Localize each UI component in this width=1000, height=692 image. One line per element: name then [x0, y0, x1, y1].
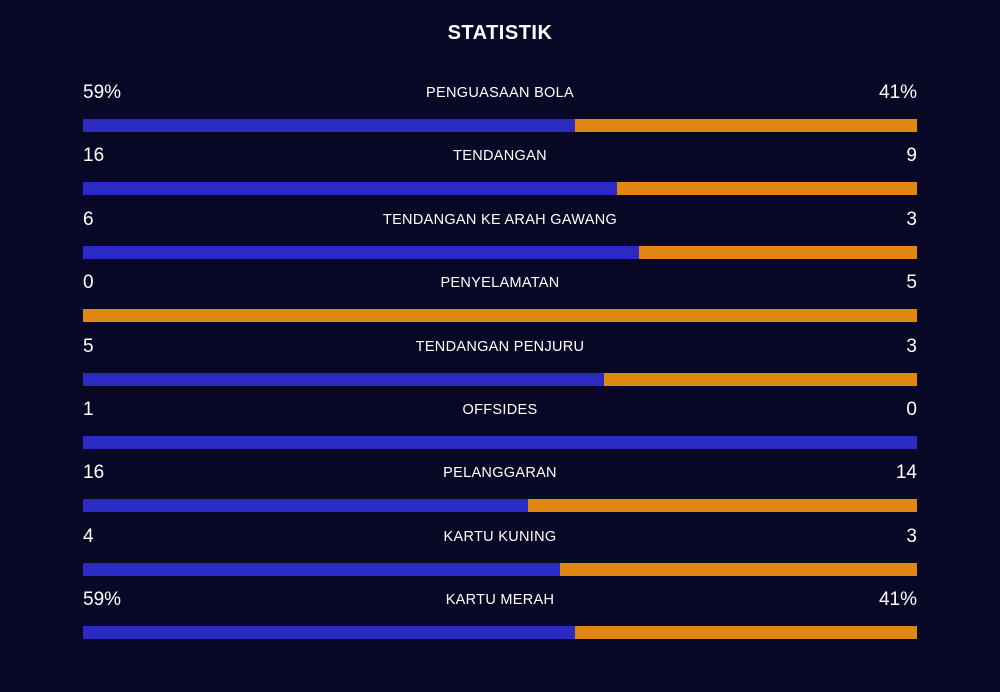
- stat-label: PENYELAMATAN: [440, 275, 560, 292]
- panel-title: STATISTIK: [447, 22, 553, 44]
- home-bar-segment: [83, 435, 917, 449]
- stat-row: 16 TENDANGAN 9: [83, 143, 917, 206]
- stat-label: KARTU KUNING: [443, 528, 557, 545]
- away-bar-segment: [575, 626, 917, 640]
- away-bar-segment: [575, 119, 917, 132]
- away-value: 3: [906, 525, 917, 547]
- stat-row: 59% PENGUASAAN BOLA 41%: [83, 80, 917, 143]
- away-value: 3: [906, 335, 917, 357]
- home-value: 1: [83, 398, 94, 420]
- stat-label: TENDANGAN: [453, 148, 547, 165]
- stat-label: PELANGGARAN: [443, 465, 557, 482]
- home-bar-segment: [83, 119, 576, 132]
- away-value: 5: [906, 272, 917, 294]
- home-bar-segment: [83, 626, 576, 640]
- stat-row: 0 PENYELAMATAN 5: [83, 270, 917, 333]
- home-value: 0: [83, 272, 94, 294]
- away-bar-segment: [83, 309, 917, 323]
- away-bar-segment: [559, 562, 917, 576]
- away-value: 41%: [878, 589, 917, 611]
- stat-label: TENDANGAN KE ARAH GAWANG: [382, 211, 618, 228]
- stat-row: 6 TENDANGAN KE ARAH GAWANG 3: [83, 207, 917, 270]
- comparison-bar: [83, 119, 917, 132]
- home-bar-segment: [83, 372, 605, 386]
- stat-label: OFFSIDES: [462, 401, 538, 418]
- stat-row: 16 PELANGGARAN 14: [83, 460, 917, 523]
- away-value: 0: [906, 398, 917, 420]
- stat-row: 4 KARTU KUNING 3: [83, 524, 917, 587]
- comparison-bar: [83, 309, 917, 323]
- stat-label: TENDANGAN PENJURU: [415, 338, 585, 355]
- away-value: 3: [906, 208, 917, 230]
- away-bar-segment: [604, 372, 917, 386]
- stat-row: 1 OFFSIDES 0: [83, 397, 917, 460]
- stat-label: PENGUASAAN BOLA: [426, 85, 574, 101]
- away-bar-segment: [527, 499, 917, 513]
- comparison-bar: [83, 499, 917, 513]
- away-bar-segment: [639, 245, 917, 259]
- stat-row: 5 TENDANGAN PENJURU 3: [83, 334, 917, 397]
- home-value: 6: [83, 208, 94, 230]
- comparison-bar: [83, 626, 917, 640]
- home-bar-segment: [83, 245, 640, 259]
- away-bar-segment: [616, 182, 917, 196]
- home-bar-segment: [83, 182, 617, 196]
- away-value: 14: [895, 462, 917, 484]
- home-value: 16: [83, 462, 105, 484]
- stat-label: KARTU MERAH: [445, 592, 555, 609]
- comparison-bar: [83, 372, 917, 386]
- stats-list: 59% PENGUASAAN BOLA 41% 16 TENDANGAN 9: [83, 80, 917, 651]
- home-bar-segment: [83, 499, 528, 513]
- home-bar-segment: [83, 562, 560, 576]
- home-value: 4: [83, 525, 94, 547]
- comparison-bar: [83, 562, 917, 576]
- away-value: 9: [906, 145, 917, 167]
- home-value: 59%: [83, 589, 122, 611]
- home-value: 59%: [83, 82, 122, 103]
- comparison-bar: [83, 435, 917, 449]
- home-value: 5: [83, 335, 94, 357]
- comparison-bar: [83, 245, 917, 259]
- comparison-bar: [83, 182, 917, 196]
- stat-row: 59% KARTU MERAH 41%: [83, 587, 917, 650]
- away-value: 41%: [878, 82, 917, 103]
- home-value: 16: [83, 145, 105, 167]
